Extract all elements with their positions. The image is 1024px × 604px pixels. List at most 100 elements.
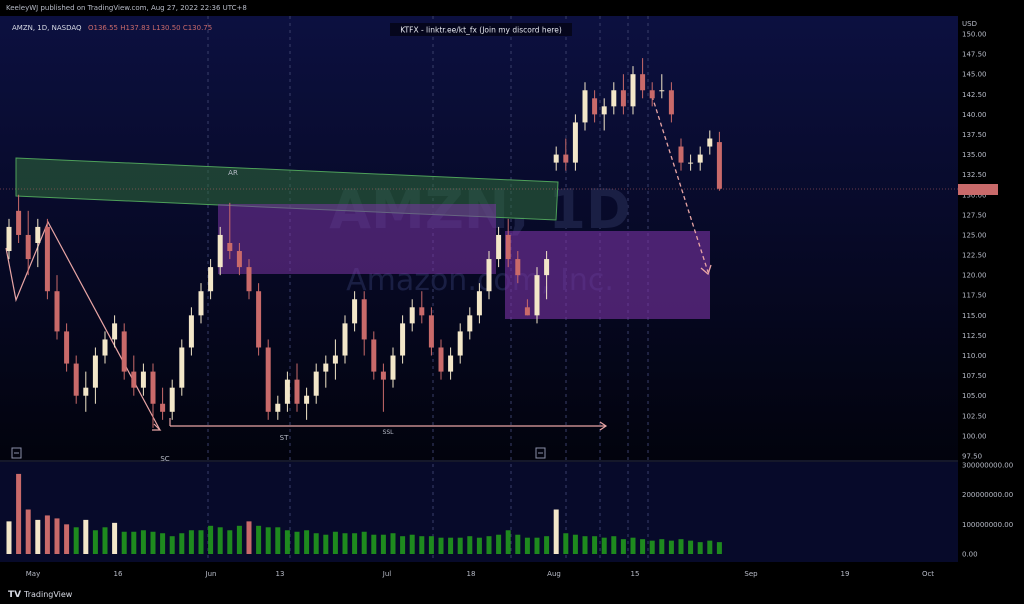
price-tick-label: 125.00 (962, 231, 987, 239)
volume-bar (92, 530, 98, 554)
publisher-line: KeeleyWJ published on TradingView.com, A… (6, 4, 247, 12)
volume-bar (707, 540, 713, 554)
label-sc: SC (160, 455, 169, 463)
candle-body (505, 234, 511, 260)
candle-body (313, 371, 319, 396)
price-axis-background (958, 16, 1024, 564)
volume-tick-label: 100000000.00 (962, 521, 1013, 529)
candle-body (534, 275, 540, 316)
candle-body (496, 234, 502, 260)
volume-bar (390, 533, 396, 554)
time-tick-label: Oct (922, 570, 934, 578)
candle-body (54, 291, 60, 332)
price-tick-label: 145.00 (962, 71, 987, 79)
candle-body (630, 74, 636, 107)
projection-arrow-head (700, 264, 712, 276)
volume-bar (246, 521, 252, 554)
volume-bar (294, 531, 300, 554)
volume-bar (236, 525, 242, 554)
candle-body (361, 299, 367, 340)
volume-bar (697, 542, 703, 554)
candle-body (380, 371, 386, 380)
volume-bar (400, 536, 406, 554)
wyckoff-path (5, 220, 161, 431)
volume-bar (256, 525, 262, 554)
volume-bar (668, 540, 674, 554)
candle-body (131, 371, 137, 388)
volume-bar (428, 536, 434, 554)
candle-body (198, 291, 204, 316)
volume-bar (342, 533, 348, 554)
candles-group (6, 58, 722, 428)
volume-bar (611, 536, 617, 554)
event-flag-icon[interactable] (535, 447, 546, 459)
volume-bar (64, 524, 70, 554)
price-tick-label: 105.00 (962, 392, 987, 400)
volume-bar (265, 527, 271, 554)
price-tick-label: 107.50 (962, 372, 987, 380)
candle-body (409, 307, 415, 324)
volume-bar (332, 531, 338, 554)
candle-body (169, 387, 175, 412)
footer-brand: TradingView (23, 590, 73, 599)
volume-bar (169, 536, 175, 554)
candle-body (342, 323, 348, 356)
volume-bar (121, 531, 127, 554)
volume-bar (649, 540, 655, 554)
price-tick-label: 102.50 (962, 412, 987, 420)
volume-bar (44, 515, 50, 554)
banner[interactable]: KTFX - linktr.ee/kt_fx (Join my discord … (400, 26, 562, 35)
time-axis: May 16 Jun 13 Jul 18 Aug 15 Sep 19 Oct (26, 570, 935, 578)
candle-body (707, 138, 713, 147)
volume-bar (630, 537, 636, 554)
volume-bar (323, 534, 329, 554)
volume-bar (54, 518, 60, 554)
volume-bar (217, 527, 223, 554)
candle-body (640, 74, 646, 91)
volume-bar (544, 536, 550, 554)
volume-bar (35, 519, 41, 554)
volume-bar (313, 533, 319, 554)
candle-body (486, 259, 492, 292)
volume-bar (620, 539, 626, 554)
candle-body (246, 267, 252, 292)
sc-arrow-head (152, 423, 162, 431)
banner-bg (390, 23, 572, 36)
time-tick-label: 13 (276, 570, 285, 578)
volume-bar (16, 473, 22, 554)
candle-body (217, 234, 223, 268)
candle-body (83, 387, 89, 396)
time-tick-label: Sep (744, 570, 758, 578)
price-tick-label: 147.50 (962, 51, 987, 59)
time-tick-label: May (26, 570, 40, 578)
label-ar: AR (228, 169, 238, 177)
volume-bar (563, 533, 569, 554)
price-tick-label: 130.00 (962, 191, 987, 199)
candle-body (448, 355, 454, 372)
ohlc-line: O136.55 H137.83 L130.50 C130.75 (88, 24, 212, 32)
candle-body (44, 226, 50, 292)
volume-bar (592, 536, 598, 554)
volume-bar (371, 534, 377, 554)
candle-body (256, 291, 262, 348)
price-tick-label: 97.50 (962, 453, 982, 461)
candle-body (697, 154, 703, 163)
price-tick-label: 117.50 (962, 292, 987, 300)
volume-bar (448, 537, 454, 554)
ssl-arrow-head (599, 421, 608, 431)
candle-body (563, 154, 569, 163)
candle-body (179, 347, 185, 388)
volume-bar (198, 530, 204, 554)
candle-body (649, 90, 655, 99)
candle-body (150, 371, 156, 404)
volume-bar (208, 525, 214, 554)
volume-bar (659, 539, 665, 554)
candle-body (390, 355, 396, 380)
time-tick-label: Jun (205, 570, 217, 578)
volume-bar (73, 527, 79, 554)
candle-body (467, 315, 473, 332)
event-flag-icon[interactable] (11, 447, 22, 459)
candle-body (265, 347, 271, 412)
candle-body (601, 106, 607, 115)
candle-body (121, 331, 127, 372)
